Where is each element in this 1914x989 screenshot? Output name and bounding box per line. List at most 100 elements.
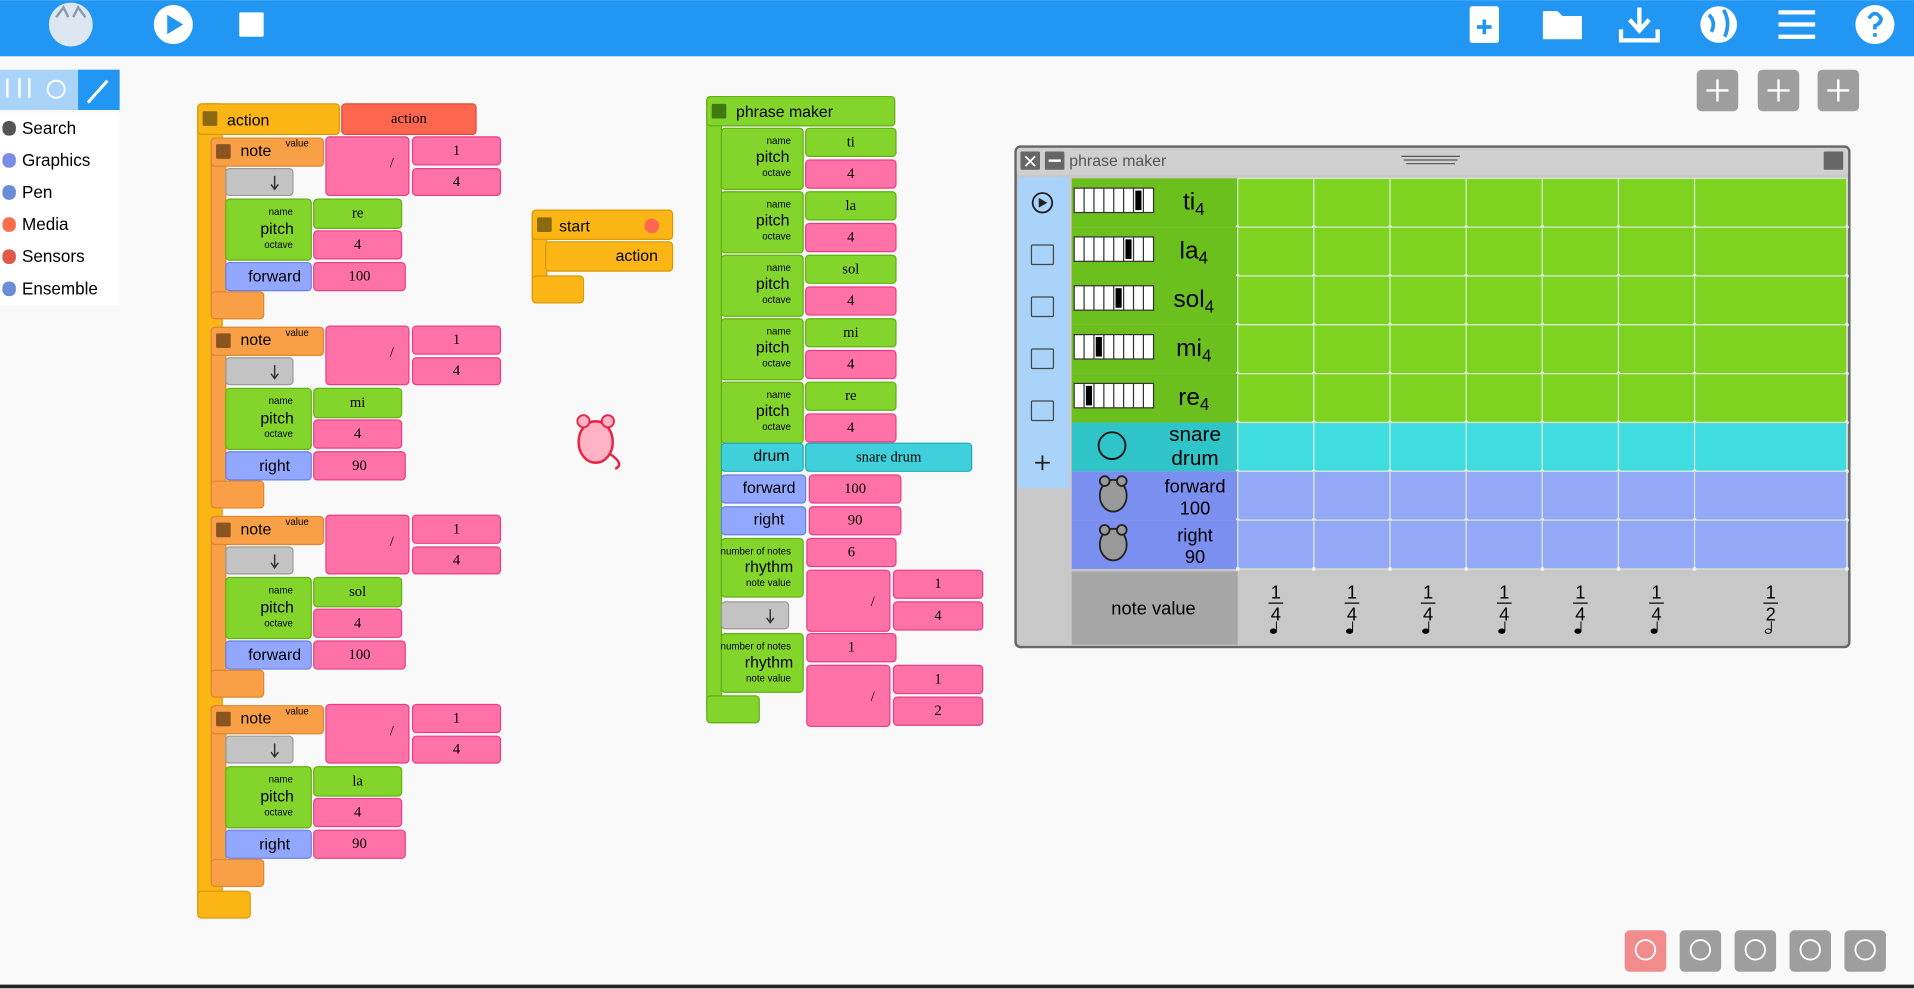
note-block[interactable] (210, 515, 325, 546)
move-block[interactable] (225, 261, 312, 292)
matrix-cell[interactable] (1465, 226, 1543, 277)
matrix-cell[interactable] (1617, 177, 1696, 228)
matrix-cell[interactable] (1465, 421, 1543, 472)
matrix-cell[interactable] (1313, 470, 1391, 521)
palette-item[interactable]: Graphics (22, 151, 90, 170)
load-button[interactable] (1542, 11, 1582, 40)
stop-button[interactable] (239, 12, 264, 37)
matrix-cell[interactable] (1693, 470, 1848, 521)
matrix-cell[interactable] (1693, 421, 1848, 472)
move-block[interactable] (225, 829, 312, 859)
matrix-cell[interactable] (1693, 275, 1848, 326)
start-block[interactable] (531, 209, 674, 240)
pitch-block[interactable] (720, 127, 804, 190)
matrix-cell[interactable] (1465, 275, 1543, 326)
move-block[interactable] (720, 474, 807, 504)
matrix-cell[interactable] (1313, 275, 1391, 326)
palette-item[interactable]: Ensemble (22, 279, 98, 298)
matrix-cell[interactable] (1693, 226, 1848, 277)
pitch-block[interactable] (225, 576, 312, 640)
matrix-cell[interactable] (1389, 177, 1467, 228)
rhythm-block[interactable] (720, 537, 804, 598)
zoom-in-button[interactable] (1844, 930, 1886, 972)
add-button[interactable] (1035, 455, 1050, 471)
matrix-cell[interactable] (1389, 519, 1467, 570)
matrix-cell[interactable] (1541, 519, 1620, 570)
drum-block[interactable] (720, 442, 804, 472)
divide-block[interactable] (325, 325, 410, 386)
note-block[interactable] (210, 326, 325, 356)
show-hide-button[interactable] (1679, 930, 1722, 972)
matrix-cell[interactable] (1237, 275, 1315, 326)
matrix-cell[interactable] (1617, 373, 1696, 424)
move-block[interactable] (225, 451, 312, 481)
hidden-block[interactable] (225, 735, 294, 764)
matrix-cell[interactable] (1313, 226, 1391, 277)
matrix-cell[interactable] (1541, 373, 1620, 424)
matrix-cell[interactable] (1693, 324, 1848, 375)
collapse-icon[interactable] (537, 217, 552, 233)
hidden-block[interactable] (225, 546, 294, 575)
matrix-cell[interactable] (1541, 177, 1620, 228)
collapse-icon[interactable] (202, 111, 218, 126)
note-block[interactable] (210, 705, 325, 735)
matrix-cell[interactable] (1693, 177, 1848, 228)
pitch-block[interactable] (225, 387, 312, 450)
move-block[interactable] (720, 506, 807, 536)
palette-item[interactable]: Media (22, 215, 69, 234)
action-call-block[interactable] (545, 241, 674, 272)
collapse-icon[interactable] (216, 333, 231, 349)
palette-tab-flow[interactable] (46, 79, 66, 99)
pitch-block[interactable] (225, 198, 312, 261)
matrix-cell[interactable] (1313, 519, 1391, 570)
clear-button[interactable] (1030, 400, 1055, 422)
matrix-cell[interactable] (1617, 275, 1696, 326)
matrix-cell[interactable] (1693, 373, 1848, 424)
pitch-block[interactable] (720, 191, 804, 254)
matrix-cell[interactable] (1465, 324, 1543, 375)
pitch-block[interactable] (720, 254, 804, 317)
rhythm-block[interactable] (720, 633, 804, 693)
matrix-cell[interactable] (1541, 275, 1620, 326)
pitch-block[interactable] (720, 318, 804, 381)
save-button[interactable] (1030, 244, 1055, 266)
matrix-cell[interactable] (1541, 226, 1620, 277)
sort-button[interactable] (1030, 296, 1055, 318)
collapse-icon[interactable] (711, 103, 727, 119)
divide-block[interactable] (325, 514, 410, 575)
matrix-cell[interactable] (1465, 177, 1543, 228)
matrix-cell[interactable] (1237, 519, 1315, 570)
matrix-cell[interactable] (1693, 519, 1848, 570)
matrix-cell[interactable] (1313, 373, 1391, 424)
matrix-cell[interactable] (1465, 470, 1543, 521)
matrix-cell[interactable] (1617, 470, 1696, 521)
palette-item[interactable]: Pen (22, 183, 52, 202)
hidden-block[interactable] (225, 357, 294, 386)
matrix-cell[interactable] (1465, 373, 1543, 424)
move-block[interactable] (225, 640, 312, 670)
matrix-cell[interactable] (1389, 470, 1467, 521)
matrix-cell[interactable] (1389, 373, 1467, 424)
matrix-cell[interactable] (1237, 373, 1315, 424)
divide-block[interactable] (325, 703, 410, 764)
matrix-cell[interactable] (1617, 421, 1696, 472)
matrix-cell[interactable] (1389, 421, 1467, 472)
matrix-cell[interactable] (1617, 324, 1696, 375)
hidden-block[interactable] (225, 167, 294, 197)
language-button[interactable] (1700, 6, 1738, 43)
turtle[interactable] (577, 420, 614, 464)
note-block[interactable] (210, 137, 325, 167)
matrix-cell[interactable] (1541, 421, 1620, 472)
palette-item[interactable]: Sensors (22, 247, 85, 266)
phrase-maker-block[interactable] (706, 95, 896, 127)
expand-button[interactable] (1823, 151, 1844, 170)
collapse-icon[interactable] (216, 711, 231, 727)
divide-block[interactable] (325, 136, 410, 197)
matrix-cell[interactable] (1313, 324, 1391, 375)
zoom-out-button[interactable] (1789, 930, 1831, 972)
palette-item[interactable]: Search (22, 119, 76, 138)
matrix-cell[interactable] (1617, 519, 1696, 570)
matrix-cell[interactable] (1389, 324, 1467, 375)
collapse-icon[interactable] (216, 144, 231, 159)
matrix-cell[interactable] (1237, 421, 1315, 472)
